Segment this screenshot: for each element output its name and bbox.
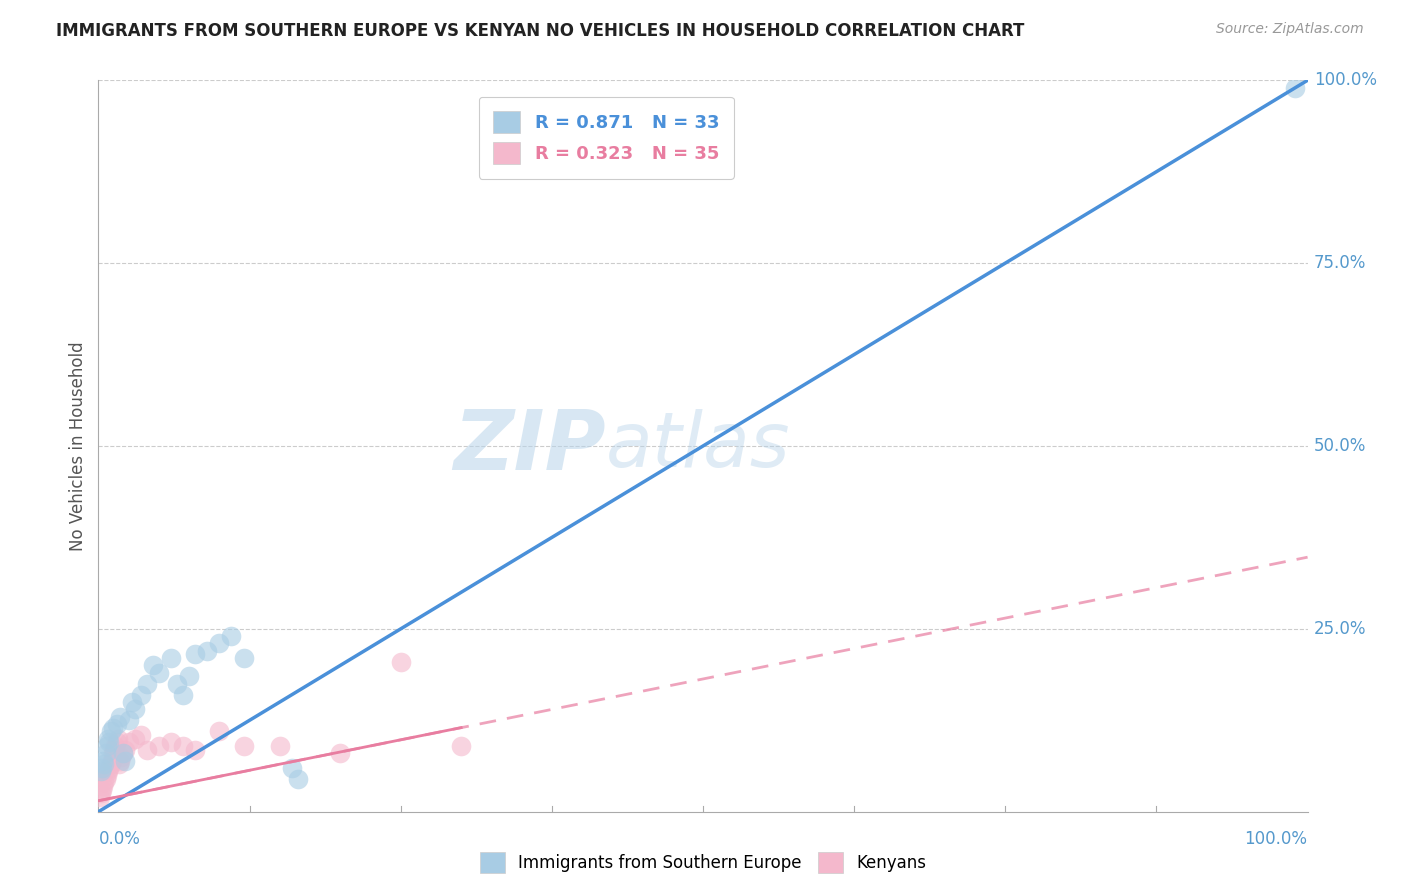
Text: 100.0%: 100.0% <box>1244 830 1308 848</box>
Point <box>94 746 117 760</box>
Point <box>100 754 122 768</box>
Point <box>166 676 188 690</box>
Text: 50.0%: 50.0% <box>1313 437 1367 455</box>
Point <box>93 757 115 772</box>
Point <box>124 702 146 716</box>
Point <box>96 739 118 753</box>
Text: IMMIGRANTS FROM SOUTHERN EUROPE VS KENYAN NO VEHICLES IN HOUSEHOLD CORRELATION C: IMMIGRANTS FROM SOUTHERN EUROPE VS KENYA… <box>56 22 1025 40</box>
Y-axis label: No Vehicles in Household: No Vehicles in Household <box>69 341 87 551</box>
Text: 0.0%: 0.0% <box>98 830 141 848</box>
Point <box>208 724 231 739</box>
Point <box>108 757 131 772</box>
Point <box>90 787 112 801</box>
Point <box>121 695 143 709</box>
Point <box>101 721 124 735</box>
Point <box>91 782 114 797</box>
Point <box>114 754 136 768</box>
Point <box>105 735 128 749</box>
Point <box>98 761 121 775</box>
Point <box>114 742 136 756</box>
Point <box>108 709 131 723</box>
Point <box>96 768 118 782</box>
Point <box>281 761 304 775</box>
Point <box>160 651 183 665</box>
Point <box>97 731 120 746</box>
Point <box>287 772 309 786</box>
Point <box>94 772 117 786</box>
Point <box>107 731 129 746</box>
Legend: Immigrants from Southern Europe, Kenyans: Immigrants from Southern Europe, Kenyans <box>472 846 934 880</box>
Point <box>135 742 157 756</box>
Point <box>148 665 170 680</box>
Text: Source: ZipAtlas.com: Source: ZipAtlas.com <box>1216 22 1364 37</box>
Point <box>98 735 121 749</box>
Point <box>232 739 254 753</box>
Point <box>135 676 157 690</box>
Point <box>101 746 124 760</box>
Point <box>184 742 207 756</box>
Point <box>100 757 122 772</box>
Point <box>93 775 115 789</box>
Point <box>450 739 472 753</box>
Point <box>129 728 152 742</box>
Point <box>118 714 141 728</box>
Point <box>105 717 128 731</box>
Point <box>184 648 207 662</box>
Point <box>221 629 243 643</box>
Point <box>232 651 254 665</box>
Point <box>269 739 291 753</box>
Point <box>111 746 134 760</box>
Point <box>142 658 165 673</box>
Point <box>91 754 114 768</box>
Point <box>89 790 111 805</box>
Point <box>100 724 122 739</box>
Point <box>118 735 141 749</box>
Point <box>148 739 170 753</box>
Point <box>91 779 114 793</box>
Point <box>208 636 231 650</box>
Point <box>91 761 114 775</box>
Point <box>104 739 127 753</box>
Point <box>124 731 146 746</box>
Point <box>172 739 194 753</box>
Point <box>111 746 134 760</box>
Text: 75.0%: 75.0% <box>1313 254 1367 272</box>
Point <box>389 655 412 669</box>
Point <box>329 746 352 760</box>
Text: atlas: atlas <box>606 409 790 483</box>
Point <box>110 749 132 764</box>
Point <box>172 688 194 702</box>
Point <box>1284 80 1306 95</box>
Point <box>129 688 152 702</box>
Point <box>179 669 201 683</box>
Point <box>160 735 183 749</box>
Point <box>195 644 218 658</box>
Point <box>103 742 125 756</box>
Text: 25.0%: 25.0% <box>1313 620 1367 638</box>
Text: ZIP: ZIP <box>454 406 606 486</box>
Point <box>90 764 112 779</box>
Legend: R = 0.871   N = 33, R = 0.323   N = 35: R = 0.871 N = 33, R = 0.323 N = 35 <box>479 96 734 178</box>
Text: 100.0%: 100.0% <box>1313 71 1376 89</box>
Point <box>108 754 131 768</box>
Point <box>97 764 120 779</box>
